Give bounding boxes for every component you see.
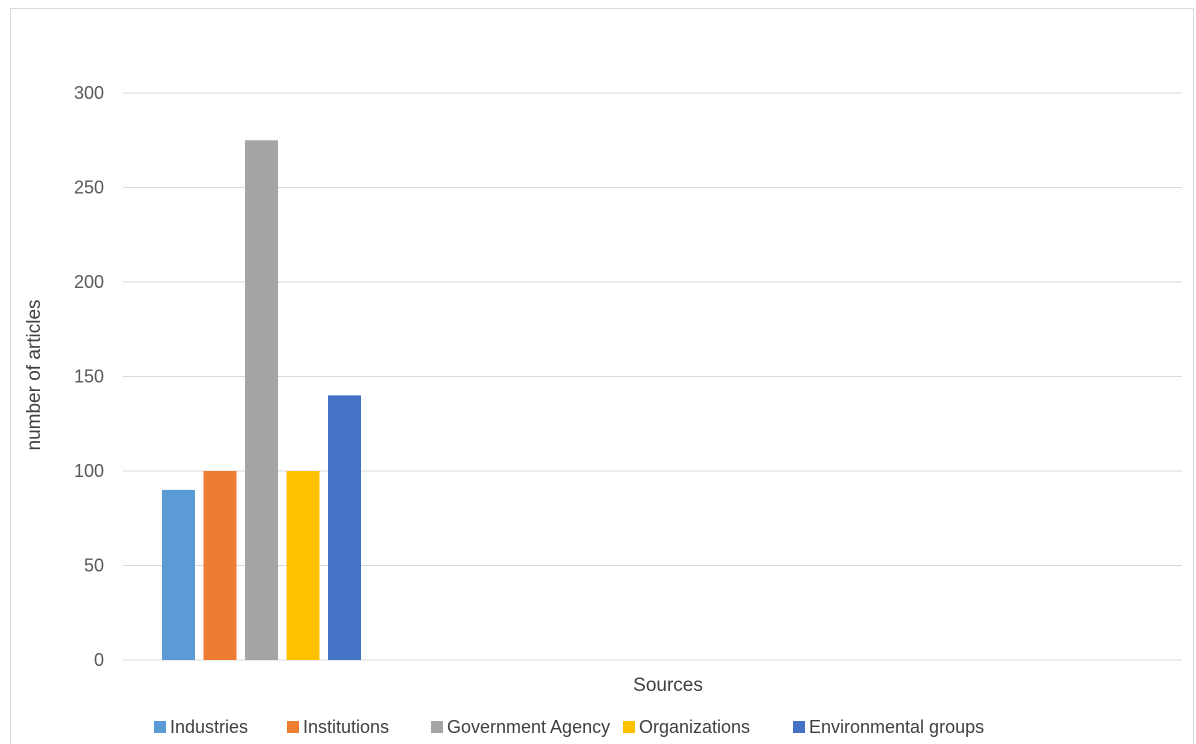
legend-label: Government Agency [447, 717, 610, 737]
legend-label: Industries [170, 717, 248, 737]
legend-swatch [431, 721, 443, 733]
y-tick-label: 50 [84, 556, 104, 576]
y-axis-title: number of articles [24, 299, 45, 450]
y-tick-label: 0 [94, 650, 104, 670]
legend-item: Environmental groups [793, 717, 984, 737]
y-tick-label: 200 [74, 272, 104, 292]
bar-organizations [286, 471, 320, 660]
y-axis-ticks: 0 50 100 150 200 250 300 [74, 83, 104, 670]
bar-industries [162, 489, 195, 660]
legend-item: Government Agency [431, 717, 610, 737]
y-tick-label: 100 [74, 461, 104, 481]
legend-label: Environmental groups [809, 717, 984, 737]
x-axis-title: Sources [633, 675, 703, 696]
legend-label: Organizations [639, 717, 750, 737]
bar-environmental-groups [328, 395, 361, 660]
legend-item: Institutions [287, 717, 389, 737]
y-tick-label: 250 [74, 178, 104, 198]
legend-swatch [287, 721, 299, 733]
legend-swatch [623, 721, 635, 733]
legend-item: Industries [154, 717, 248, 737]
legend-swatch [154, 721, 166, 733]
bar-government-agency [245, 140, 278, 660]
legend-label: Institutions [303, 717, 389, 737]
y-tick-label: 300 [74, 83, 104, 103]
y-tick-label: 150 [74, 367, 104, 387]
legend-swatch [793, 721, 805, 733]
bars [162, 140, 361, 660]
bar-institutions [203, 471, 237, 660]
gridlines [123, 92, 1182, 661]
legend: Industries Institutions Government Agency O… [154, 717, 984, 737]
legend-item: Organizations [623, 717, 750, 737]
